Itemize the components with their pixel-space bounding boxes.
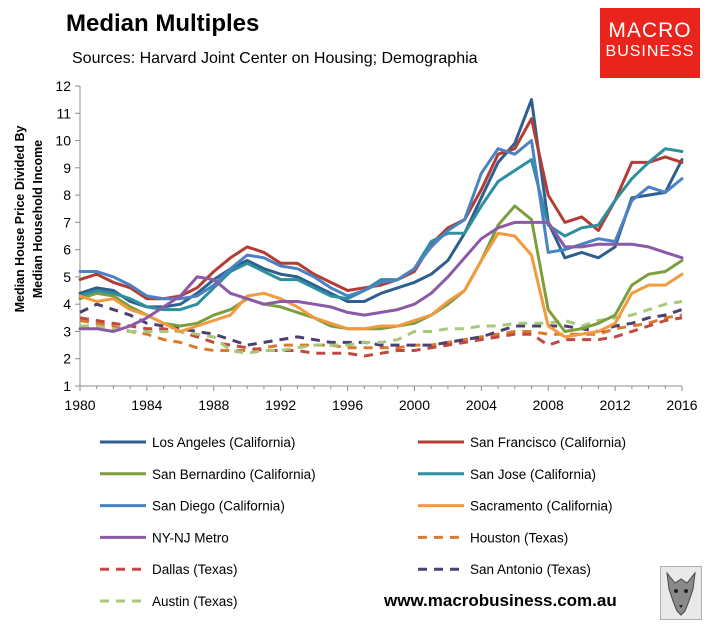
x-tick-label: 2008 [533, 397, 564, 413]
logo-line-1: MACRO [608, 19, 692, 42]
y-axis-title-line-2: Median Household Income [31, 140, 45, 298]
y-tick-label: 12 [55, 78, 71, 94]
y-tick-label: 11 [56, 105, 71, 121]
chart-subtitle: Sources: Harvard Joint Center on Housing… [72, 50, 478, 67]
x-tick-label: 1980 [64, 397, 95, 413]
y-tick-label: 5 [63, 269, 71, 285]
chart-title: Median Multiples [66, 10, 260, 37]
x-tick-label: 2016 [666, 397, 697, 413]
legend-label: Houston (Texas) [470, 530, 568, 545]
series-line-san-bernardino-california [78, 204, 684, 333]
y-tick-label: 10 [55, 133, 71, 149]
y-axis-title: Median House Price Divided By Median Hou… [8, 108, 54, 330]
y-axis-title-line-1: Median House Price Divided By [13, 126, 27, 313]
y-tick-label: 6 [63, 242, 71, 258]
legend-label: Austin (Texas) [152, 594, 238, 609]
y-tick-label: 3 [63, 323, 71, 339]
y-tick-label: 2 [63, 351, 71, 367]
legend-label: Los Angeles (California) [152, 435, 295, 450]
x-tick-label: 1992 [265, 397, 296, 413]
legend-label: San Bernardino (California) [152, 467, 316, 482]
x-tick-label: 1984 [131, 397, 162, 413]
x-tick-label: 2000 [399, 397, 430, 413]
legend-label: Dallas (Texas) [152, 562, 238, 577]
y-tick-label: 1 [63, 378, 71, 394]
series-line-ny-nj-metro [78, 220, 684, 333]
x-tick-label: 2004 [466, 397, 497, 413]
x-tick-label: 1988 [198, 397, 229, 413]
legend-label: San Francisco (California) [470, 435, 626, 450]
y-tick-label: 9 [63, 160, 71, 176]
series-line-los-angeles-california [78, 98, 684, 309]
series-line-sacramento-california [78, 231, 684, 339]
series-line-san-diego-california [78, 139, 684, 301]
x-tick-label: 2012 [600, 397, 631, 413]
series-line-houston-texas [79, 313, 683, 352]
y-tick-label: 8 [63, 187, 71, 203]
legend-label: Sacramento (California) [470, 499, 613, 514]
legend-label: San Jose (California) [470, 467, 596, 482]
y-tick-label: 4 [63, 296, 71, 312]
website-url: www.macrobusiness.com.au [384, 591, 617, 610]
wolf-icon [660, 566, 702, 620]
legend-label: San Diego (California) [152, 499, 285, 514]
series-line-san-francisco-california [78, 117, 684, 301]
legend-label: San Antonio (Texas) [470, 562, 591, 577]
x-tick-label: 1996 [332, 397, 363, 413]
brand-logo: MACRO BUSINESS [600, 8, 700, 78]
legend-label: NY-NJ Metro [152, 530, 229, 545]
y-tick-label: 7 [63, 214, 71, 230]
series-line-san-jose-california [78, 147, 684, 312]
logo-line-2: BUSINESS [605, 43, 695, 60]
